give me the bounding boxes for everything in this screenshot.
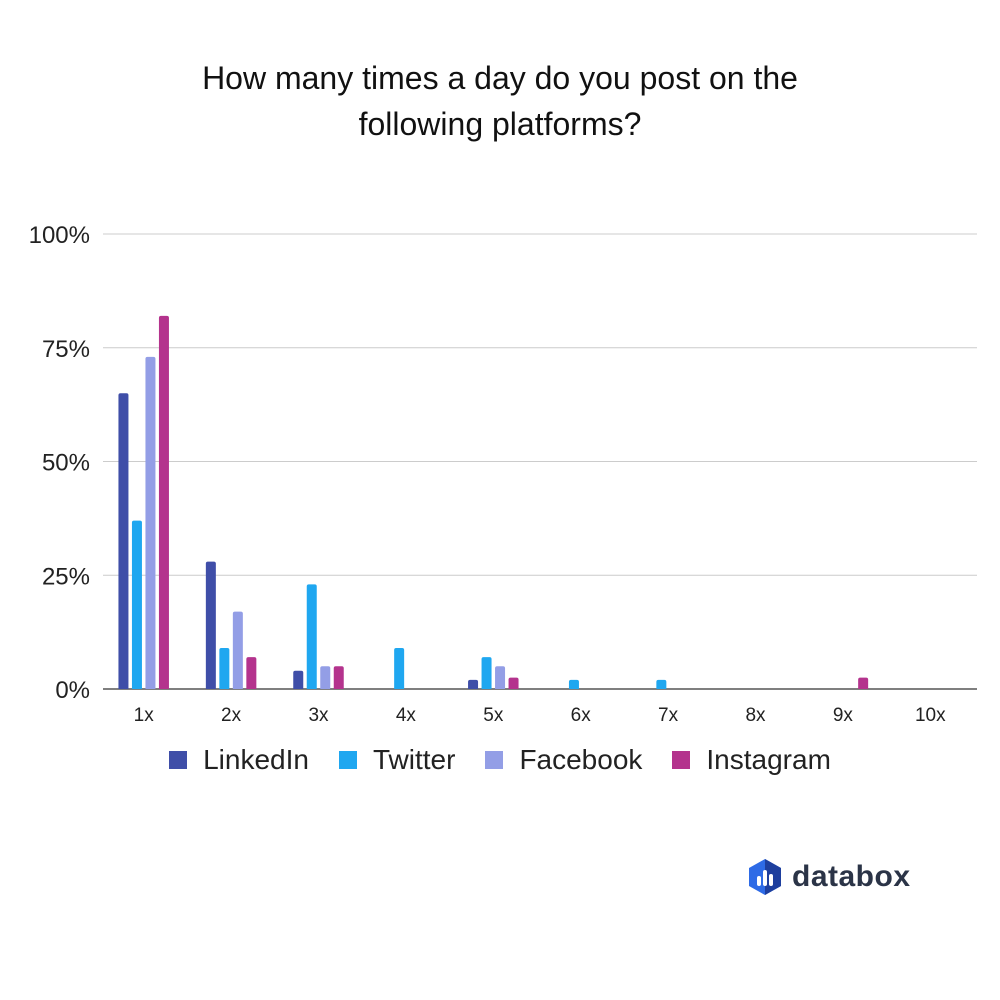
bar-linkedin-5x bbox=[468, 679, 479, 689]
chart-title-line-1: How many times a day do you post on the bbox=[202, 60, 798, 96]
legend-item-facebook: Facebook bbox=[485, 744, 642, 776]
legend-swatch-twitter bbox=[338, 751, 357, 769]
legend-label-twitter: Twitter bbox=[372, 744, 456, 775]
x-tick-label: 3x bbox=[308, 705, 329, 726]
databox-logo: databox bbox=[748, 858, 911, 896]
bars bbox=[118, 315, 869, 689]
bar-twitter-7x bbox=[656, 679, 667, 689]
legend-item-twitter: Twitter bbox=[338, 744, 456, 776]
bar-facebook-1x bbox=[145, 356, 156, 689]
bar-twitter-3x bbox=[306, 584, 317, 689]
x-axis-tick-labels: 1x 2x 3x 4x 5x 6x 7x 8x 9x 10x bbox=[134, 705, 946, 726]
y-tick-label: 50% bbox=[42, 450, 90, 477]
y-tick-label: 75% bbox=[42, 336, 90, 363]
legend-label-instagram: Instagram bbox=[706, 744, 831, 775]
bar-linkedin-1x bbox=[118, 393, 129, 689]
y-tick-label: 100% bbox=[29, 222, 90, 249]
legend-swatch-instagram bbox=[672, 751, 691, 769]
x-tick-label: 7x bbox=[658, 705, 679, 726]
x-tick-label: 4x bbox=[396, 705, 417, 726]
bar-instagram-1x bbox=[158, 315, 169, 689]
bar-twitter-5x bbox=[481, 657, 492, 689]
bar-twitter-4x bbox=[394, 648, 405, 689]
bar-linkedin-2x bbox=[205, 561, 216, 689]
bar-instagram-9x bbox=[858, 677, 869, 689]
legend-label-linkedin: LinkedIn bbox=[203, 744, 309, 775]
bar-twitter-1x bbox=[131, 520, 142, 689]
bar-instagram-5x bbox=[508, 677, 519, 689]
bar-twitter-2x bbox=[219, 648, 230, 689]
bar-instagram-2x bbox=[246, 657, 257, 689]
legend-label-facebook: Facebook bbox=[519, 744, 643, 775]
bar-facebook-2x bbox=[232, 611, 243, 689]
x-tick-label: 10x bbox=[915, 705, 946, 726]
x-tick-label: 8x bbox=[745, 705, 766, 726]
y-tick-label: 25% bbox=[42, 563, 90, 590]
legend: LinkedIn Twitter Facebook Instagram bbox=[0, 744, 1000, 776]
bar-twitter-6x bbox=[568, 679, 579, 689]
x-tick-label: 2x bbox=[221, 705, 242, 726]
x-tick-label: 6x bbox=[571, 705, 592, 726]
databox-wordmark: databox bbox=[792, 860, 911, 893]
databox-logo-icon bbox=[749, 859, 781, 895]
y-tick-label: 0% bbox=[55, 677, 90, 704]
bar-instagram-3x bbox=[333, 666, 344, 689]
chart-title-line-2: following platforms? bbox=[358, 106, 642, 142]
legend-item-instagram: Instagram bbox=[672, 744, 831, 776]
x-tick-label: 9x bbox=[833, 705, 854, 726]
bar-facebook-5x bbox=[495, 666, 506, 689]
bar-facebook-3x bbox=[320, 666, 331, 689]
x-tick-label: 5x bbox=[483, 705, 504, 726]
chart-title: How many times a day do you post on the … bbox=[100, 55, 900, 147]
legend-swatch-linkedin bbox=[169, 751, 188, 769]
bar-linkedin-3x bbox=[293, 670, 304, 689]
x-tick-label: 1x bbox=[134, 705, 155, 726]
y-axis-tick-labels: 0% 25% 50% 75% 100% bbox=[29, 222, 90, 704]
legend-swatch-facebook bbox=[485, 751, 504, 769]
legend-item-linkedin: LinkedIn bbox=[169, 744, 309, 776]
